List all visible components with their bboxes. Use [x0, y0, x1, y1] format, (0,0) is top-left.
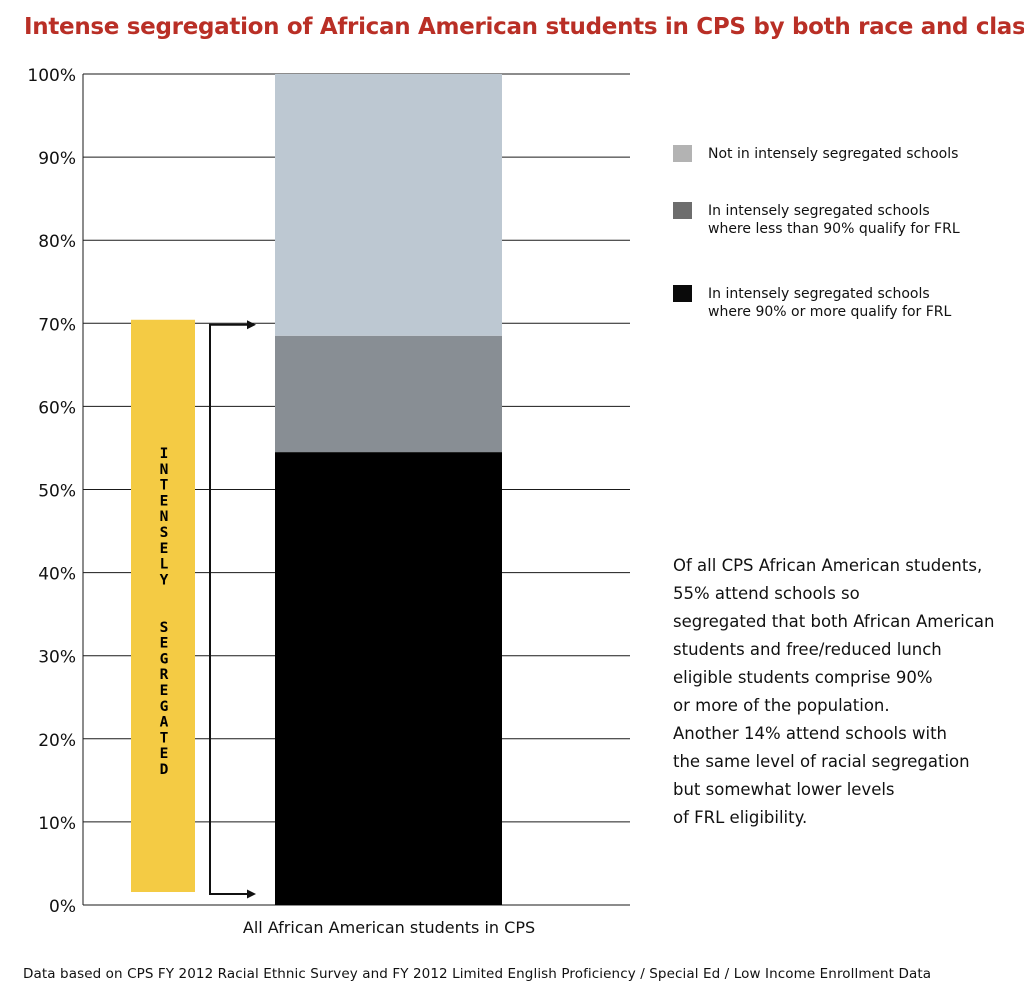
y-tick-label: 10% [38, 814, 76, 834]
bars [275, 74, 502, 905]
bracket-letter: A [160, 715, 169, 731]
legend-label: In intensely segregated schools where le… [708, 203, 960, 237]
x-category-label: All African American students in CPS [243, 918, 535, 937]
chart-title: Intense segregation of African American … [24, 14, 1024, 40]
arrow-head-bottom [247, 889, 256, 899]
bracket-letter: N [160, 509, 169, 525]
arrow-head-top [247, 320, 256, 330]
bracket-letter: L [160, 557, 169, 573]
source-note: Data based on CPS FY 2012 Racial Ethnic … [23, 966, 932, 982]
y-tick-label: 30% [38, 648, 76, 668]
bracket-letter: N [160, 462, 169, 478]
bracket-bar [131, 319, 195, 892]
y-tick-label: 0% [49, 897, 76, 917]
bracket-letter: T [160, 730, 169, 746]
bracket-letter: G [160, 651, 169, 667]
y-tick-label: 70% [38, 315, 76, 335]
y-tick-label: 20% [38, 731, 76, 751]
legend-swatch [673, 285, 692, 302]
y-tick-label: 80% [38, 232, 76, 252]
bracket-letter: Y [160, 572, 169, 588]
segregated-bracket [131, 319, 256, 899]
y-tick-label: 50% [38, 482, 76, 502]
bracket-letter: T [160, 478, 169, 494]
bracket-letter: E [160, 636, 169, 652]
annotation-text: Of all CPS African American students, 55… [673, 556, 995, 827]
bracket-letter: D [160, 762, 169, 778]
legend-label: In intensely segregated schools where 90… [708, 286, 952, 320]
y-tick-label: 90% [38, 149, 76, 169]
legend-swatch [673, 202, 692, 219]
legend-label: Not in intensely segregated schools [708, 146, 959, 162]
bracket-letter: I [160, 446, 169, 462]
bracket-line [209, 323, 252, 895]
bar-segment-2 [275, 74, 502, 336]
bracket-letter: S [160, 620, 169, 636]
bracket-letter: E [160, 683, 169, 699]
bracket-letter: G [160, 699, 169, 715]
y-tick-label: 40% [38, 565, 76, 585]
bracket-letter: R [160, 667, 169, 683]
legend-swatch [673, 145, 692, 162]
y-axis-ticks: 0% 10% 20% 30% 40% 50% 60% 70% 80% 90% 100% [27, 66, 76, 917]
y-tick-label: 60% [38, 398, 76, 418]
bar-segment-0 [275, 452, 502, 905]
bracket-letter: E [160, 746, 169, 762]
bar-segment-1 [275, 335, 502, 453]
bracket-letter: S [160, 525, 169, 541]
bracket-letter: E [160, 493, 169, 509]
y-tick-label: 100% [27, 66, 76, 86]
bracket-letter: E [160, 541, 169, 557]
